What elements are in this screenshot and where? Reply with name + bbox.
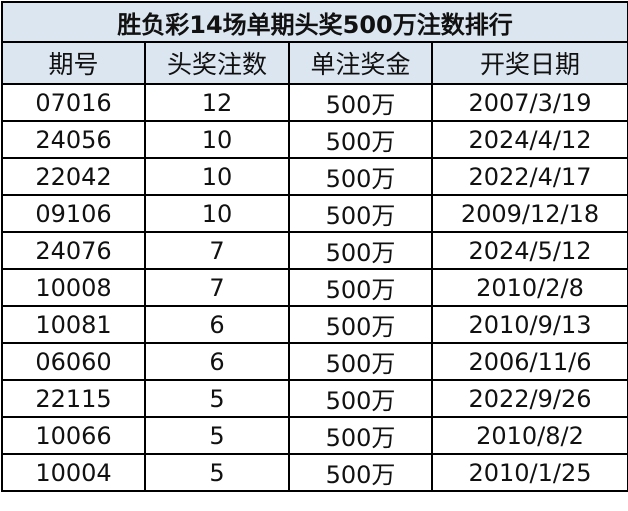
table-row: 10081 6 500万 2010/9/13 (1, 305, 628, 344)
issue-cell: 24076 (1, 231, 146, 270)
issue-cell: 10004 (1, 453, 146, 492)
date-cell: 2006/11/6 (431, 342, 628, 381)
winners-cell: 5 (144, 453, 290, 492)
winners-cell: 5 (144, 379, 290, 418)
prize-cell: 500万 (288, 453, 433, 492)
winners-cell: 12 (144, 83, 290, 122)
winners-cell: 7 (144, 268, 290, 307)
table-row: 24076 7 500万 2024/5/12 (1, 231, 628, 270)
winners-cell: 10 (144, 120, 290, 159)
table-row: 10066 5 500万 2010/8/2 (1, 416, 628, 455)
date-cell: 2010/9/13 (431, 305, 628, 344)
winners-cell: 10 (144, 157, 290, 196)
issue-cell: 10066 (1, 416, 146, 455)
winners-cell: 7 (144, 231, 290, 270)
date-cell: 2007/3/19 (431, 83, 628, 122)
table-row: 07016 12 500万 2007/3/19 (1, 83, 628, 122)
column-header-prize: 单注奖金 (288, 41, 433, 85)
issue-cell: 06060 (1, 342, 146, 381)
issue-cell: 22042 (1, 157, 146, 196)
winners-cell: 6 (144, 342, 290, 381)
issue-cell: 07016 (1, 83, 146, 122)
winners-cell: 10 (144, 194, 290, 233)
issue-cell: 10008 (1, 268, 146, 307)
date-cell: 2024/4/12 (431, 120, 628, 159)
date-cell: 2024/5/12 (431, 231, 628, 270)
prize-cell: 500万 (288, 268, 433, 307)
date-cell: 2009/12/18 (431, 194, 628, 233)
date-cell: 2022/4/17 (431, 157, 628, 196)
prize-cell: 500万 (288, 83, 433, 122)
table-title: 胜负彩14场单期头奖500万注数排行 (1, 1, 628, 43)
prize-cell: 500万 (288, 194, 433, 233)
table-row: 24056 10 500万 2024/4/12 (1, 120, 628, 159)
winners-cell: 5 (144, 416, 290, 455)
prize-cell: 500万 (288, 305, 433, 344)
prize-cell: 500万 (288, 342, 433, 381)
date-cell: 2022/9/26 (431, 379, 628, 418)
winners-cell: 6 (144, 305, 290, 344)
column-header-winners: 头奖注数 (144, 41, 290, 85)
date-cell: 2010/2/8 (431, 268, 628, 307)
date-cell: 2010/8/2 (431, 416, 628, 455)
prize-cell: 500万 (288, 120, 433, 159)
issue-cell: 09106 (1, 194, 146, 233)
date-cell: 2010/1/25 (431, 453, 628, 492)
prize-cell: 500万 (288, 416, 433, 455)
table-row: 09106 10 500万 2009/12/18 (1, 194, 628, 233)
title-row: 胜负彩14场单期头奖500万注数排行 (1, 1, 628, 43)
prize-cell: 500万 (288, 157, 433, 196)
ranking-table: 胜负彩14场单期头奖500万注数排行 期号 头奖注数 单注奖金 开奖日期 070… (1, 1, 628, 492)
table-row: 22042 10 500万 2022/4/17 (1, 157, 628, 196)
prize-cell: 500万 (288, 231, 433, 270)
table-row: 10008 7 500万 2010/2/8 (1, 268, 628, 307)
issue-cell: 24056 (1, 120, 146, 159)
table-row: 22115 5 500万 2022/9/26 (1, 379, 628, 418)
table-row: 10004 5 500万 2010/1/25 (1, 453, 628, 492)
issue-cell: 22115 (1, 379, 146, 418)
header-row: 期号 头奖注数 单注奖金 开奖日期 (1, 41, 628, 85)
column-header-date: 开奖日期 (431, 41, 628, 85)
issue-cell: 10081 (1, 305, 146, 344)
prize-cell: 500万 (288, 379, 433, 418)
column-header-issue: 期号 (1, 41, 146, 85)
table-row: 06060 6 500万 2006/11/6 (1, 342, 628, 381)
